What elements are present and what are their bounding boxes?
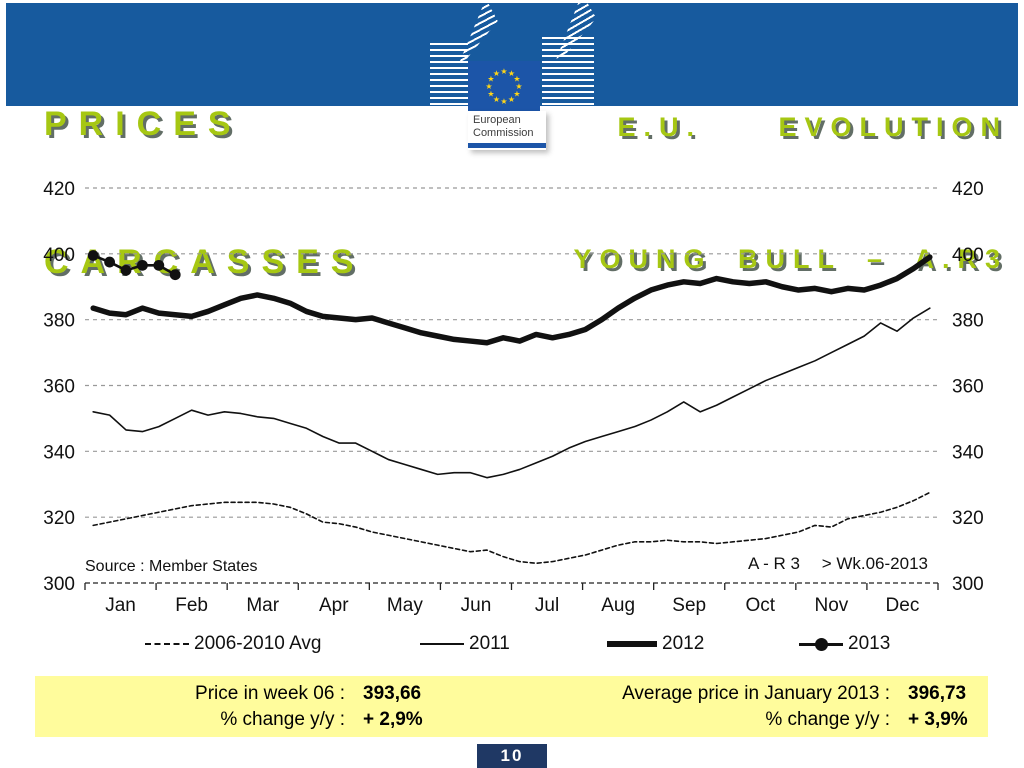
series-2011 [92, 307, 931, 479]
svg-text:★: ★ [513, 90, 520, 99]
svg-text:Jan: Jan [105, 595, 136, 616]
series-2012 [90, 254, 933, 346]
legend-line-thin-icon [420, 643, 464, 645]
chart-canvas: 300 300 320 320 340 340 360 360 380 380 400 400 420 4… [43, 179, 984, 616]
legend-item-2013: 2013 [799, 631, 890, 657]
svg-text:420: 420 [952, 179, 984, 200]
svg-text:★: ★ [500, 97, 507, 106]
title-eu-evolution: E.U. EVOLUTION [617, 112, 1008, 142]
svg-text:400: 400 [43, 245, 75, 266]
week-change-label: % change y/y : [220, 709, 345, 730]
price-evolution-chart: 300 300 320 320 340 340 360 360 380 380 400 400 420 4… [30, 165, 1000, 620]
svg-text:360: 360 [952, 377, 984, 398]
eu-flag-stars-icon: ★ ★ ★ ★ ★ ★ ★ ★ ★ ★ ★ ★ [468, 61, 540, 111]
week-price-value: 393,66 [363, 683, 422, 704]
ec-logo-stripes-icon [542, 37, 594, 105]
legend-label: 2006-2010 Avg [194, 633, 322, 654]
avg-price-value: 396,73 [908, 683, 967, 704]
legend-line-thick-icon [607, 641, 657, 647]
legend-label: 2011 [469, 633, 510, 654]
svg-text:300: 300 [43, 574, 75, 595]
series-2013-point [137, 259, 148, 271]
price-summary-band: Price in week 06 : 393,66 % change y/y :… [35, 676, 988, 737]
svg-text:★: ★ [487, 90, 494, 99]
svg-text:380: 380 [952, 311, 984, 332]
svg-text:★: ★ [500, 67, 507, 76]
ec-logo-label: European Commission [468, 111, 546, 150]
slide-title-right: E.U. EVOLUTION YOUNG BULL – A.R3 [573, 17, 1008, 369]
legend-label: 2013 [848, 633, 891, 654]
svg-text:Feb: Feb [175, 595, 208, 616]
avg-change-label: % change y/y : [765, 709, 890, 730]
svg-text:400: 400 [952, 245, 984, 266]
european-commission-logo: ★ ★ ★ ★ ★ ★ ★ ★ ★ ★ ★ ★ European Commission [426, 3, 603, 150]
svg-text:★: ★ [515, 82, 522, 91]
svg-text:★: ★ [493, 69, 500, 78]
svg-text:★: ★ [508, 95, 515, 104]
legend-line-dashed-icon [145, 643, 189, 645]
slide-title-left: PRICES CARCASSES [44, 9, 365, 377]
week-price-label: Price in week 06 : [195, 683, 345, 704]
chart-legend: 2006-2010 Avg 2011 2012 2013 [0, 631, 1024, 657]
title-prices: PRICES [44, 105, 243, 143]
legend-item-avg: 2006-2010 Avg [145, 631, 322, 657]
svg-text:★: ★ [493, 95, 500, 104]
title-carcasses: CARCASSES [44, 243, 366, 281]
svg-text:Source : Member States: Source : Member States [85, 558, 258, 575]
avg-change-value: + 3,9% [908, 709, 968, 730]
svg-text:300: 300 [952, 574, 984, 595]
legend-dot-icon [815, 637, 828, 651]
svg-text:320: 320 [952, 508, 984, 529]
legend-line-marker-icon [799, 637, 843, 651]
series-2013-point [153, 259, 165, 271]
ec-label-underline [468, 143, 546, 148]
legend-item-2011: 2011 [420, 631, 510, 657]
week-change-value: + 2,9% [363, 709, 423, 730]
svg-text:Nov: Nov [814, 595, 848, 616]
svg-text:Sep: Sep [672, 595, 706, 616]
svg-text:Dec: Dec [886, 595, 920, 616]
svg-text:> Wk.06-2013: > Wk.06-2013 [822, 554, 928, 573]
svg-text:Aug: Aug [601, 595, 635, 616]
svg-text:★: ★ [485, 82, 492, 91]
series-2013-point [104, 256, 116, 268]
svg-text:May: May [387, 595, 423, 616]
ec-label-line2: Commission [473, 127, 534, 139]
svg-text:Apr: Apr [319, 595, 349, 616]
svg-text:320: 320 [43, 508, 75, 529]
svg-text:360: 360 [43, 377, 75, 398]
svg-text:A - R 3: A - R 3 [748, 554, 800, 573]
svg-text:340: 340 [952, 442, 984, 463]
series-2013-point [120, 264, 132, 276]
ec-logo-stripes-icon [430, 43, 468, 105]
series-2013-point [169, 269, 181, 281]
page-number-badge: 10 [477, 744, 547, 768]
svg-text:Oct: Oct [746, 595, 776, 616]
series-2013-point [87, 250, 99, 261]
svg-text:★: ★ [513, 75, 520, 84]
svg-text:Jun: Jun [461, 595, 492, 616]
svg-text:420: 420 [43, 179, 75, 200]
legend-label: 2012 [662, 633, 705, 654]
avg-price-label: Average price in January 2013 : [622, 683, 890, 704]
svg-text:380: 380 [43, 311, 75, 332]
ec-label-line1: European [473, 114, 521, 126]
svg-text:★: ★ [487, 75, 494, 84]
svg-text:Mar: Mar [246, 595, 279, 616]
svg-text:340: 340 [43, 442, 75, 463]
svg-text:★: ★ [508, 69, 515, 78]
series-2006-2010 Avg [92, 491, 931, 565]
legend-item-2012: 2012 [607, 631, 704, 657]
svg-text:Jul: Jul [535, 595, 559, 616]
